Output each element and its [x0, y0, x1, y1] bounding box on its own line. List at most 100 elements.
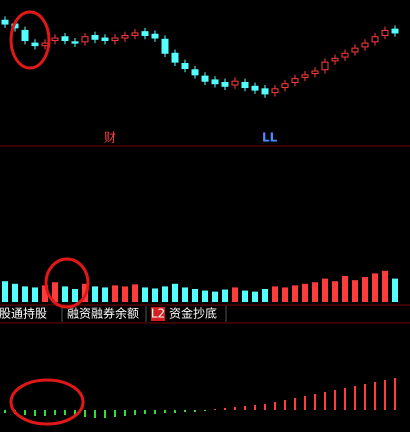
- bar: [44, 410, 46, 416]
- bar: [284, 400, 286, 410]
- bar: [374, 382, 376, 410]
- bar: [364, 384, 366, 410]
- bar: [294, 398, 296, 410]
- bar: [24, 410, 26, 415]
- bar: [122, 286, 128, 302]
- candle-body: [81, 36, 89, 43]
- candle-body: [131, 32, 139, 36]
- bar: [154, 410, 156, 414]
- bar: [212, 291, 218, 302]
- annotation-circle: [9, 378, 85, 426]
- bar: [152, 288, 158, 302]
- tab[interactable]: 资金抄底: [169, 306, 217, 321]
- candle-body: [371, 36, 379, 43]
- bar: [392, 278, 398, 302]
- candle-body: [151, 33, 159, 39]
- bar: [282, 287, 288, 302]
- bar: [2, 281, 8, 302]
- bar: [262, 289, 268, 302]
- candle-body: [251, 85, 259, 91]
- bar: [372, 273, 378, 302]
- bar: [342, 276, 348, 302]
- badge-bg: [151, 307, 165, 321]
- bar: [142, 287, 148, 302]
- candle-body: [291, 78, 299, 83]
- candle-body: [41, 42, 49, 47]
- candle-body: [361, 42, 369, 48]
- bar: [362, 277, 368, 302]
- bar: [162, 286, 168, 302]
- marker: LL: [262, 131, 278, 145]
- candle-body: [191, 69, 199, 76]
- candle-body: [1, 19, 9, 25]
- bar: [274, 402, 276, 410]
- candle-body: [261, 88, 269, 95]
- bar: [104, 410, 106, 418]
- bar: [202, 290, 208, 302]
- bar: [64, 410, 66, 415]
- bar: [352, 280, 358, 302]
- bar: [102, 287, 108, 302]
- bar: [92, 286, 98, 302]
- bar: [94, 410, 96, 418]
- bar: [334, 390, 336, 410]
- bar: [184, 410, 186, 412]
- bar: [232, 287, 238, 302]
- bar: [144, 410, 146, 414]
- bar: [344, 388, 346, 410]
- tab-bar: 沪股通持股 融资融券余额 L2 资金抄底: [0, 306, 227, 322]
- bar: [354, 386, 356, 410]
- bar: [52, 282, 58, 302]
- candle-body: [31, 42, 39, 47]
- bar: [112, 285, 118, 302]
- bar: [174, 410, 176, 413]
- bar: [32, 287, 38, 302]
- candle-body: [121, 34, 129, 39]
- bar: [324, 392, 326, 410]
- candle-body: [101, 37, 109, 42]
- candle-body: [71, 41, 79, 44]
- bar: [12, 283, 18, 302]
- bar: [222, 289, 228, 302]
- candle-body: [281, 83, 289, 89]
- bar: [272, 286, 278, 302]
- candle-body: [301, 74, 309, 78]
- marker: 财: [104, 131, 116, 145]
- bar: [54, 410, 56, 415]
- bar: [42, 285, 48, 302]
- candle-body: [171, 52, 179, 63]
- candle-body: [321, 61, 329, 71]
- bar: [204, 410, 206, 411]
- candle-body: [231, 80, 239, 86]
- bar: [322, 278, 328, 302]
- candle-body: [141, 31, 149, 36]
- candle-body: [221, 81, 229, 87]
- bar: [382, 270, 388, 302]
- bar: [124, 410, 126, 416]
- bar: [252, 291, 258, 302]
- bar: [224, 408, 226, 410]
- candle-body: [91, 34, 99, 40]
- candle-body: [241, 81, 249, 89]
- bar: [244, 406, 246, 410]
- bar: [84, 410, 86, 417]
- candle-body: [21, 29, 29, 42]
- bar: [254, 405, 256, 410]
- bar: [304, 396, 306, 410]
- bar: [242, 290, 248, 302]
- bar: [384, 380, 386, 410]
- bar: [22, 286, 28, 302]
- candle-body: [181, 62, 189, 69]
- tab[interactable]: 融资融券余额: [67, 306, 139, 321]
- bar: [194, 410, 196, 412]
- tab[interactable]: 沪股通持股: [0, 306, 47, 321]
- candle-body: [351, 47, 359, 53]
- candle-body: [311, 70, 319, 75]
- bar: [172, 283, 178, 302]
- bar: [72, 289, 78, 302]
- candle-body: [61, 36, 69, 42]
- bar: [302, 283, 308, 302]
- candle-body: [161, 38, 169, 54]
